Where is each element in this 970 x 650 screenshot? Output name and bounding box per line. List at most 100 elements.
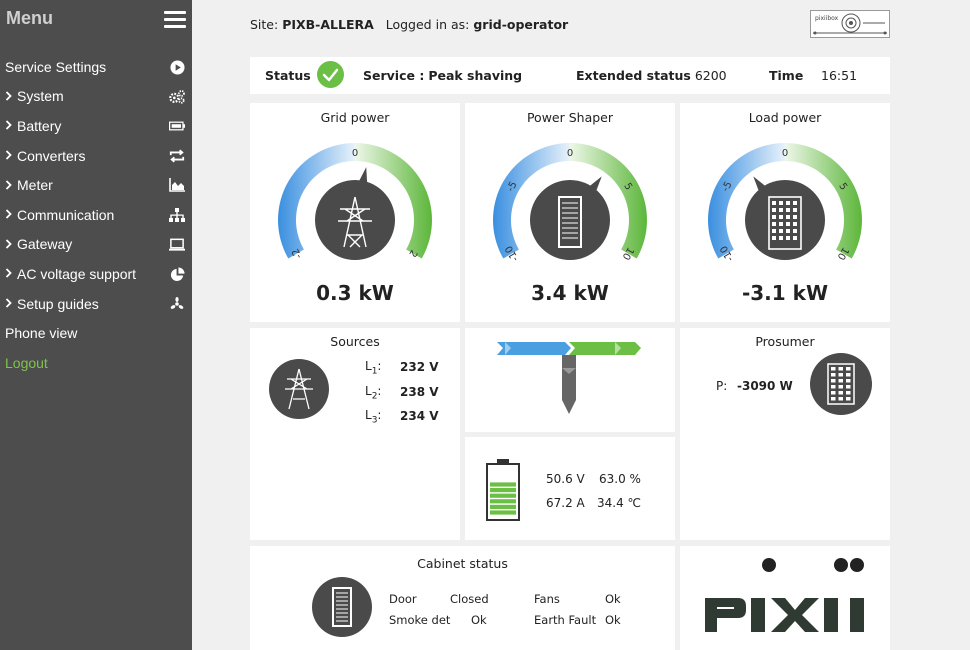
sidebar-item-phone-view[interactable]: Phone view: [0, 318, 192, 348]
battery-current: 67.2 A: [546, 496, 585, 510]
gauge-tick-label: 5: [836, 181, 849, 192]
l3-sub: 3: [371, 415, 378, 426]
building-window: [838, 367, 843, 371]
sidebar-item-gateway[interactable]: Gateway: [0, 230, 192, 260]
power-flow-arrows: [497, 342, 641, 414]
fan-icon: [169, 296, 185, 312]
gauge-needle: [753, 176, 769, 195]
gauge-positive-arc: [570, 143, 647, 259]
building-window: [831, 391, 836, 395]
sidebar-item-label: Communication: [17, 206, 115, 223]
building-window: [831, 373, 836, 377]
brand-logo: pixiibox: [810, 10, 890, 38]
cabinet-status-card: Cabinet status Door Closed Smoke det Ok …: [250, 546, 675, 650]
l2-value: 238 V: [400, 385, 439, 399]
logged-in-label: Logged in as:: [385, 17, 470, 32]
gauge-positive-arc: [785, 143, 862, 259]
hamburger-menu-icon[interactable]: [164, 11, 186, 29]
logged-in-value: grid-operator: [473, 17, 569, 32]
status-bar: Status Service : Peak shaving Extended s…: [250, 57, 890, 94]
sidebar-item-label: Converters: [17, 147, 86, 164]
grid-power-title: Grid power: [320, 110, 390, 125]
play-circle-icon: [169, 59, 185, 75]
door-value: Closed: [450, 592, 489, 606]
area-chart-icon: [169, 177, 185, 193]
sidebar: Menu Service Settings System Battery Conver…: [0, 0, 192, 650]
building-window: [846, 397, 851, 401]
cabinet-icon: [312, 577, 372, 637]
gauge-negative-arc: [278, 143, 355, 259]
building-window: [838, 385, 843, 389]
building-window: [831, 367, 836, 371]
l3-label: L: [365, 408, 372, 422]
sidebar-item-label: Setup guides: [17, 295, 99, 312]
grid-power-gauge: -2 0 2: [278, 143, 432, 260]
converter-arrows-icon: [169, 148, 185, 164]
gauge-negative-arc: [708, 143, 785, 259]
pixii-logo: [705, 558, 864, 632]
gauge-needle: [357, 167, 368, 187]
gauge-tick-label: 0: [782, 148, 788, 159]
gauge-positive-arc: [355, 143, 432, 259]
chevron-right-icon: [5, 89, 17, 104]
battery-level-bar: [490, 510, 516, 515]
l1-sub: 1: [371, 366, 378, 377]
sidebar-item-converters[interactable]: Converters: [0, 141, 192, 171]
battery-icon: [169, 118, 185, 134]
prosumer-p-value: -3090 W: [737, 379, 793, 393]
extended-status-value: 6200: [694, 68, 727, 83]
gauge-negative-arc: [493, 143, 570, 259]
building-window: [831, 397, 836, 401]
sidebar-item-battery[interactable]: Battery: [0, 111, 192, 141]
pylon-icon: [269, 359, 329, 419]
battery-level-bar: [490, 499, 516, 504]
power-flow-card: [465, 328, 675, 432]
sidebar-item-label: AC voltage support: [17, 265, 137, 282]
building-window: [838, 379, 843, 383]
sidebar-item-meter[interactable]: Meter: [0, 170, 192, 200]
chevron-right-icon: [5, 178, 17, 193]
menu-title: Menu: [6, 8, 53, 28]
pie-chart-icon: [169, 266, 185, 282]
sidebar-item-ac-voltage-support[interactable]: AC voltage support: [0, 259, 192, 289]
l3-value: 234 V: [400, 409, 439, 423]
power-shaper-title: Power Shaper: [526, 110, 614, 125]
pixii-logo-card: [680, 546, 890, 650]
building-window: [846, 385, 851, 389]
sidebar-item-label: Gateway: [17, 236, 73, 253]
l1-value: 232 V: [400, 360, 439, 374]
sidebar-item-system[interactable]: System: [0, 82, 192, 112]
cabinet-title: Cabinet status: [417, 556, 508, 571]
power-shaper-value: 3.4 kW: [531, 281, 609, 305]
cabinet-icon: [558, 196, 582, 248]
earth-fault-label: Earth Fault: [534, 613, 597, 627]
smoke-value: Ok: [471, 613, 487, 627]
battery-level-bar: [490, 493, 516, 498]
power-shaper-card: Power Shaper -10 -5 0 5 10 3.4 kW: [465, 103, 675, 322]
fans-label: Fans: [534, 592, 560, 606]
load-power-card: Load power -10 -5 0 5 10 -3.1 kW: [680, 103, 890, 322]
site-info: Site: PIXB-ALLERA Logged in as: grid-ope…: [250, 17, 568, 32]
battery-icon: [486, 459, 520, 521]
battery-card: 50.6 V 63.0 % 67.2 A 34.4 ℃: [465, 437, 675, 540]
building-icon: [768, 196, 802, 250]
gauge-tick-label: -5: [505, 180, 520, 194]
sidebar-item-service-settings[interactable]: Service Settings: [0, 52, 192, 82]
service-value: Peak shaving: [428, 68, 523, 83]
building-icon: [810, 353, 872, 415]
building-window: [831, 385, 836, 389]
building-window: [831, 379, 836, 383]
pylon-icon: [338, 196, 372, 248]
menu-list: Service Settings System Battery Converters M…: [0, 52, 192, 378]
sidebar-item-logout[interactable]: Logout: [0, 348, 192, 378]
battery-level-bar: [490, 488, 516, 493]
l2-label: L: [365, 384, 372, 398]
sources-card: Sources L1: 232 V L2: 238 V L3: 234 V: [250, 328, 460, 540]
service-label: Service :: [363, 68, 425, 83]
chevron-right-icon: [5, 266, 17, 281]
prosumer-title: Prosumer: [755, 334, 815, 349]
sidebar-item-setup-guides[interactable]: Setup guides: [0, 289, 192, 319]
earth-fault-value: Ok: [605, 613, 621, 627]
sidebar-item-communication[interactable]: Communication: [0, 200, 192, 230]
